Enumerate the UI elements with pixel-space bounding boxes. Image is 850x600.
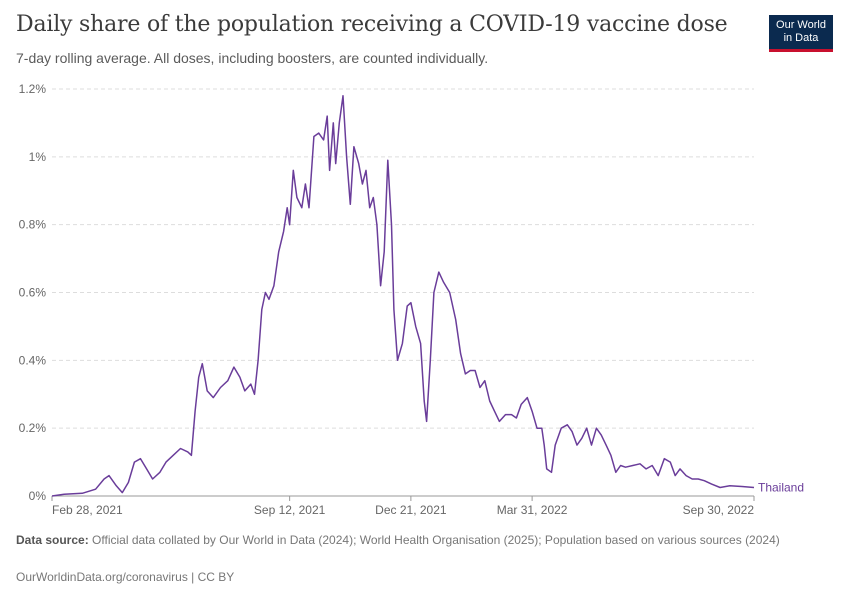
owid-logo[interactable]: Our World in Data (769, 15, 833, 52)
x-tick-label: Sep 30, 2022 (683, 503, 755, 517)
source-label: Data source: (16, 533, 89, 547)
y-tick-label: 1% (29, 150, 47, 164)
logo-line-1: Our World (776, 19, 826, 31)
x-tick-label: Dec 21, 2021 (375, 503, 447, 517)
x-tick-label: Sep 12, 2021 (254, 503, 326, 517)
y-tick-label: 0% (29, 489, 47, 503)
y-tick-label: 0.6% (19, 286, 47, 300)
y-tick-label: 0.4% (19, 353, 47, 367)
x-axis: Feb 28, 2021 Sep 12, 2021 Dec 21, 2021 Mar … (51, 495, 755, 517)
chart-subtitle: 7-day rolling average. All doses, includ… (16, 50, 489, 66)
series-label: Thailand (758, 481, 804, 495)
data-source: Data source: Official data collated by O… (16, 533, 796, 548)
y-axis-ticks: 0% 0.2% 0.4% 0.6% 0.8% 1% 1.2% (19, 82, 47, 503)
series-lines: Thailand (51, 95, 804, 497)
chart-title: Daily share of the population receiving … (16, 12, 728, 37)
gridlines (52, 88, 754, 429)
series-line-thailand (51, 95, 755, 497)
y-tick-label: 1.2% (19, 82, 47, 96)
x-tick-label: Feb 28, 2021 (52, 503, 123, 517)
source-text: Official data collated by Our World in D… (92, 533, 780, 547)
y-tick-label: 0.2% (19, 421, 47, 435)
x-tick-label: Mar 31, 2022 (497, 503, 568, 517)
logo-line-2: in Data (783, 32, 819, 44)
footer-credit[interactable]: OurWorldinData.org/coronavirus | CC BY (16, 570, 235, 584)
y-tick-label: 0.8% (19, 218, 47, 232)
